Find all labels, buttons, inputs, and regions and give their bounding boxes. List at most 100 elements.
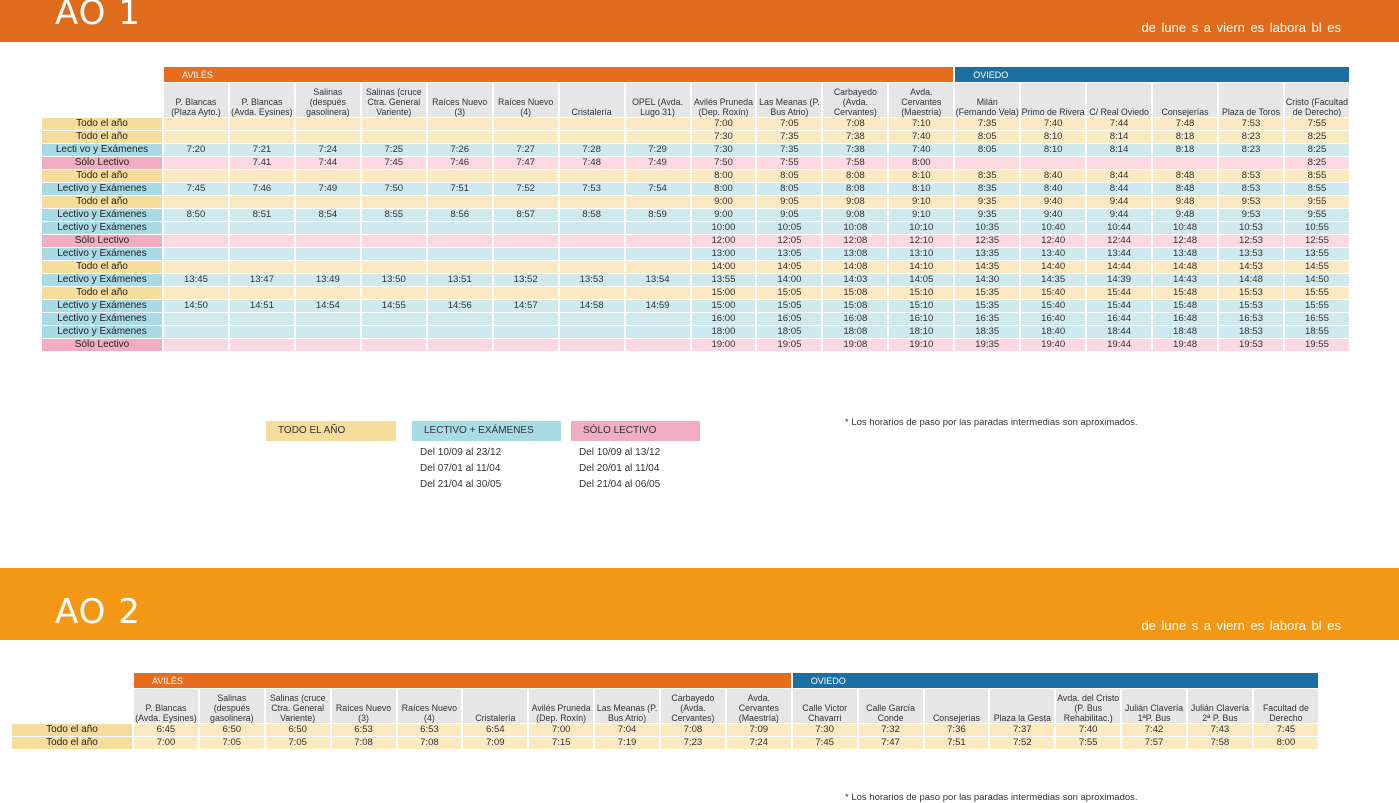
city-label-aviles: AVILÉS xyxy=(134,673,791,688)
time-cell xyxy=(164,222,228,234)
time-cell: 7:53 xyxy=(1219,118,1283,130)
time-cell: 13:05 xyxy=(757,248,822,260)
legend-label: LECTIVO + EXÁMENES xyxy=(412,421,561,441)
time-cell xyxy=(493,196,558,208)
time-cell xyxy=(493,313,558,325)
stop-header: Las Meanas (P. Bus Atrio) xyxy=(595,689,659,723)
time-cell xyxy=(559,131,624,143)
time-cell: 16:53 xyxy=(1219,313,1283,325)
time-cell: 8:44 xyxy=(1087,183,1152,195)
row-service-type: Lectivo y Exámenes xyxy=(42,183,162,195)
time-cell: 7:15 xyxy=(529,737,594,749)
table-row: Todo el año 6:45 6:50 6:50 6:53 6:53 6:54 7:00 7… xyxy=(12,724,1318,736)
route-title: AO 2 xyxy=(55,592,141,632)
time-cell: 7:29 xyxy=(625,144,690,156)
time-cell xyxy=(559,235,624,247)
row-service-type: Todo el año xyxy=(42,287,162,299)
time-cell: 13:50 xyxy=(361,274,426,286)
row-service-type: Todo el año xyxy=(42,196,162,208)
time-cell: 7:45 xyxy=(361,157,426,169)
time-cell: 7:08 xyxy=(397,737,462,749)
stop-header: Salinas (cruce Ctra. General Variente) xyxy=(265,689,330,723)
time-cell: 14:55 xyxy=(1284,261,1349,273)
time-cell xyxy=(229,235,294,247)
time-cell: 7:10 xyxy=(889,118,954,130)
time-cell xyxy=(361,248,426,260)
stop-header: Cristalería xyxy=(559,83,624,117)
time-cell xyxy=(427,326,492,338)
time-cell xyxy=(427,131,492,143)
time-cell: 19:35 xyxy=(955,339,1020,351)
time-cell: 12:55 xyxy=(1284,235,1349,247)
time-cell: 7:04 xyxy=(595,724,659,736)
time-cell xyxy=(427,261,492,273)
time-cell: 12:08 xyxy=(823,235,888,247)
time-cell: 8:00 xyxy=(889,157,954,169)
time-cell: 7:51 xyxy=(924,737,989,749)
time-cell xyxy=(493,326,558,338)
stop-header: C/ Real Oviedo xyxy=(1087,83,1152,117)
time-cell: 13:08 xyxy=(823,248,888,260)
time-cell: 7:00 xyxy=(691,118,756,130)
time-cell: 7:24 xyxy=(295,144,360,156)
time-cell: 7:00 xyxy=(529,724,594,736)
time-cell: 8:10 xyxy=(1021,131,1086,143)
time-cell: 8:55 xyxy=(1284,183,1349,195)
row-service-type: Todo el año xyxy=(42,118,162,130)
footnote-ao2: * Los horarios de paso por las paradas i… xyxy=(845,792,1138,803)
time-cell: 14:53 xyxy=(1219,261,1283,273)
time-cell xyxy=(229,261,294,273)
stop-header: P. Blancas (Avda. Eysines) xyxy=(134,689,198,723)
stop-header: P. Blancas (Avda. Eysines) xyxy=(229,83,294,117)
time-cell xyxy=(427,118,492,130)
time-cell: 12:10 xyxy=(889,235,954,247)
time-cell xyxy=(361,170,426,182)
time-cell: 7:49 xyxy=(295,183,360,195)
time-cell: 7:57 xyxy=(1122,737,1186,749)
time-cell: 10:44 xyxy=(1087,222,1152,234)
time-cell xyxy=(493,222,558,234)
table-row: Lecti vo y Exámenes 7:20 7:21 7:24 7:25 7:26 7… xyxy=(42,144,1349,156)
time-cell: 13:48 xyxy=(1153,248,1217,260)
time-cell: 7:55 xyxy=(1284,118,1349,130)
time-cell: 14:50 xyxy=(164,300,228,312)
time-cell: 9:08 xyxy=(823,196,888,208)
legend-lectivo: LECTIVO + EXÁMENES Del 10/09 al 23/12 De… xyxy=(412,421,561,493)
legend-period: Del 21/04 al 30/05 xyxy=(420,479,502,490)
time-cell: 7:21 xyxy=(229,144,294,156)
time-cell: 15:05 xyxy=(757,287,822,299)
time-cell xyxy=(1021,157,1086,169)
time-cell: 7:55 xyxy=(757,157,822,169)
time-cell: 14:48 xyxy=(1219,274,1283,286)
time-cell: 18:44 xyxy=(1087,326,1152,338)
stop-header: Raíces Nuevo (4) xyxy=(493,83,558,117)
time-cell xyxy=(625,326,690,338)
stop-header: Las Meanas (P. Bus Atrio) xyxy=(757,83,822,117)
time-cell: 15:00 xyxy=(691,300,756,312)
time-cell: 13:51 xyxy=(427,274,492,286)
time-cell: 16:55 xyxy=(1284,313,1349,325)
time-cell: 8:44 xyxy=(1087,170,1152,182)
city-label-oviedo: OVIEDO xyxy=(792,673,1318,688)
time-cell: 8:23 xyxy=(1219,131,1283,143)
time-cell: 10:35 xyxy=(955,222,1020,234)
time-cell xyxy=(427,248,492,260)
time-cell xyxy=(361,326,426,338)
time-cell: 7:48 xyxy=(559,157,624,169)
time-cell xyxy=(229,196,294,208)
time-cell: 18:10 xyxy=(889,326,954,338)
time-cell: 7:53 xyxy=(559,183,624,195)
time-cell: 9:05 xyxy=(757,196,822,208)
time-cell: 7:38 xyxy=(823,131,888,143)
time-cell: 14:58 xyxy=(559,300,624,312)
time-cell xyxy=(1153,157,1217,169)
time-cell: 7:42 xyxy=(1122,724,1186,736)
time-cell: 19:44 xyxy=(1087,339,1152,351)
time-cell xyxy=(164,196,228,208)
row-service-type: Lectivo y Exámenes xyxy=(42,222,162,234)
time-cell: 6:53 xyxy=(397,724,462,736)
time-cell: 7:05 xyxy=(265,737,330,749)
stop-header: Avda. del Cristo (P. Bus Rehabilitac.) xyxy=(1056,689,1121,723)
timetable-ao1: AVILÉS OVIEDO P. Blancas (Plaza Ayto.) P. B… xyxy=(40,66,1351,352)
time-cell: 7:36 xyxy=(924,724,989,736)
